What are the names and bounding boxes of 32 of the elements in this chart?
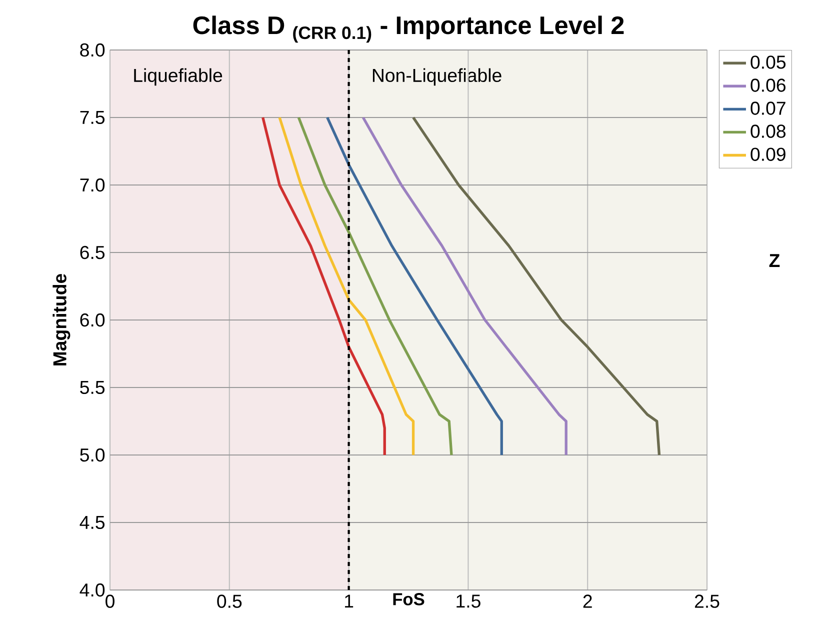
legend-label: 0.07 [750, 102, 786, 115]
y-tick-label: 6.5 [80, 246, 105, 260]
x-tick-label: 2.5 [694, 594, 720, 608]
legend-label: 0.08 [750, 124, 786, 138]
x-tick-label: 2 [583, 594, 592, 608]
y-tick-label: 5.0 [80, 448, 105, 462]
chart-title: Class D $_{(CRR 0.1)}$ - Importance Level 2 [193, 16, 624, 43]
line-series [412, 116, 661, 456]
legend-label: 0.05 [750, 56, 786, 69]
x-tick-label: 1.5 [456, 594, 480, 608]
legend-label: 0.06 [750, 78, 786, 92]
y-tick-label: 7.0 [80, 178, 105, 192]
y-tick-label: 5.5 [80, 380, 105, 394]
y-axis-title: Magnitude [52, 274, 70, 366]
x-tick-label: 0 [106, 594, 114, 608]
y-tick-label: 7.5 [80, 110, 105, 124]
y-tick-label: 4.5 [80, 516, 105, 530]
line-series [362, 116, 568, 456]
x-axis-title: FoS [393, 593, 424, 606]
x-tick-label: 0.5 [217, 594, 242, 608]
line-series [297, 116, 453, 456]
legend-title: Z [769, 254, 780, 268]
line-series [262, 116, 386, 456]
y-tick-label: 4.0 [80, 583, 105, 597]
band-label: Liquefiable [134, 68, 222, 86]
legend-label: 0.09 [750, 148, 786, 161]
line-series [326, 116, 503, 456]
line-series [278, 116, 415, 456]
y-tick-label: 8.0 [80, 43, 105, 57]
band-label: Non-Liquefiable [372, 68, 502, 86]
y-tick-label: 6.0 [80, 313, 105, 327]
x-tick-label: 1 [345, 594, 354, 608]
